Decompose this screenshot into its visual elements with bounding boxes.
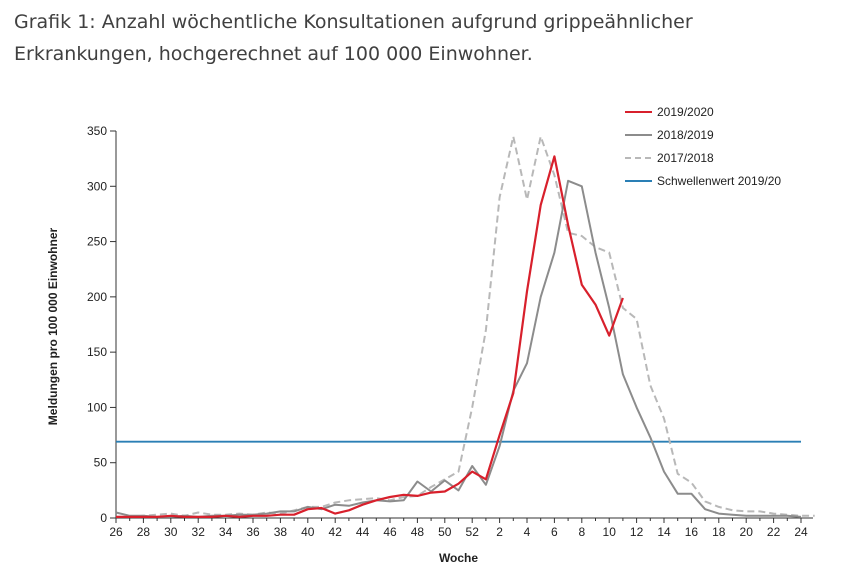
y-tick-label: 50: [94, 456, 108, 470]
x-tick-label: 12: [630, 525, 644, 539]
x-tick-label: 10: [603, 525, 617, 539]
x-tick-label: 16: [685, 525, 699, 539]
x-tick-label: 6: [551, 525, 558, 539]
legend-label: 2018/2019: [657, 128, 714, 142]
legend-label: 2019/2020: [657, 105, 714, 119]
x-tick-label: 14: [657, 525, 671, 539]
x-tick-label: 44: [356, 525, 370, 539]
x-tick-label: 36: [246, 525, 260, 539]
y-tick-label: 300: [87, 179, 107, 193]
x-tick-label: 8: [578, 525, 585, 539]
x-tick-label: 4: [524, 525, 531, 539]
y-tick-label: 0: [100, 511, 107, 525]
x-tick-label: 48: [411, 525, 425, 539]
series-layer: [115, 135, 815, 519]
x-tick-label: 28: [137, 525, 151, 539]
x-tick-label: 46: [383, 525, 397, 539]
x-tick-label: 50: [438, 525, 452, 539]
x-axis-title: Woche: [439, 551, 478, 565]
y-tick-label: 200: [87, 290, 107, 304]
y-tick-label: 350: [87, 124, 107, 138]
x-tick-label: 30: [164, 525, 178, 539]
x-tick-label: 26: [109, 525, 123, 539]
x-tick-label: 38: [274, 525, 288, 539]
series-line-2017-2018: [116, 135, 815, 518]
chart-legend: 2019/2020 2018/2019 2017/2018 Schwellenwert…: [625, 105, 781, 188]
series-line-2018-2019: [115, 179, 802, 518]
x-tick-label: 40: [301, 525, 315, 539]
x-tick-label: 34: [219, 525, 233, 539]
x-tick-label: 20: [740, 525, 754, 539]
y-axis-title: Meldungen pro 100 000 Einwohner: [46, 227, 60, 425]
x-tick-label: 2: [496, 525, 503, 539]
y-tick-label: 250: [87, 235, 107, 249]
y-tick-label: 150: [87, 345, 107, 359]
page-title: Grafik 1: Anzahl wöchentliche Konsultati…: [14, 6, 834, 70]
page-title-line-1: Grafik 1: Anzahl wöchentliche Konsultati…: [14, 11, 693, 33]
series-line-2019-2020: [116, 155, 624, 519]
legend-label: 2017/2018: [657, 151, 714, 165]
x-tick-label: 18: [712, 525, 726, 539]
x-tick-label: 42: [329, 525, 343, 539]
page-title-line-2: Erkrankungen, hochgerechnet auf 100 000 …: [14, 43, 533, 65]
x-tick-label: 24: [794, 525, 808, 539]
x-tick-label: 22: [767, 525, 781, 539]
y-tick-label: 100: [87, 400, 107, 414]
x-tick-label: 52: [466, 525, 480, 539]
legend-label: Schwellenwert 2019/20: [657, 174, 781, 188]
x-tick-label: 32: [192, 525, 206, 539]
